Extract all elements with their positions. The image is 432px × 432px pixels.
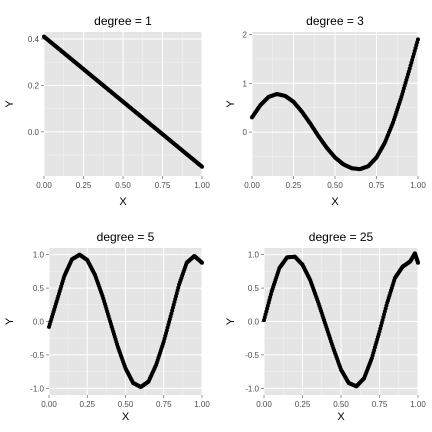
x-tick-label: 0.75 (369, 181, 385, 190)
panel-title: degree = 3 (306, 14, 364, 28)
x-tick-label: 0.00 (36, 181, 52, 190)
data-point (416, 37, 420, 42)
x-tick-label: 0.50 (118, 400, 134, 409)
x-tick-label: 0.25 (79, 400, 95, 409)
x-tick-label: 1.00 (194, 400, 210, 409)
data-series-1 (262, 251, 420, 389)
x-axis-label: X (122, 411, 130, 423)
x-tick-label: 0.25 (286, 181, 302, 190)
y-tick-label: 0.5 (248, 284, 260, 293)
y-tick-label: 0 (243, 128, 248, 137)
x-tick-label: 0.00 (244, 181, 260, 190)
y-axis-label: Y (225, 317, 237, 325)
y-tick-label: -1.0 (245, 384, 259, 393)
y-tick-label: 2 (243, 30, 248, 39)
x-tick-label: 0.50 (115, 181, 131, 190)
chart-panel-1: 0.00 0.25 0.50 0.75 1.00 0.0 0.2 0.4 degree = 1 X… (4, 14, 210, 208)
y-tick-label: 0.0 (248, 318, 260, 327)
y-tick-label: 0.0 (33, 318, 45, 327)
chart-panel-3: 0.00 0.25 0.50 0.75 1.00 -1.0 -0.5 0.0 0.5 1.0 deg… (4, 230, 210, 423)
x-tick-label: 0.25 (295, 400, 311, 409)
panel-title: degree = 1 (94, 14, 152, 28)
y-tick-label: 0.4 (28, 35, 40, 44)
x-tick-label: 0.25 (76, 181, 92, 190)
data-point (200, 260, 204, 265)
x-tick-label: 1.00 (410, 181, 426, 190)
x-tick-label: 0.75 (155, 181, 171, 190)
x-tick-label: 0.00 (41, 400, 57, 409)
data-series-1 (250, 37, 420, 172)
x-tick-label: 0.50 (327, 181, 343, 190)
y-tick-label: 1.0 (248, 251, 260, 260)
x-tick-label: 0.00 (256, 400, 272, 409)
chart-panel-4: 0.00 0.25 0.50 0.75 1.00 -1.0 -0.5 0.0 0.5 1.0 deg… (225, 230, 426, 423)
chart-panel-2: 0.00 0.25 0.50 0.75 1.00 0 1 2 degree = 3 X Y (225, 14, 426, 208)
x-tick-label: 0.75 (372, 400, 388, 409)
x-axis-label: X (119, 196, 127, 208)
data-point (416, 260, 420, 265)
x-axis-label: X (337, 411, 345, 423)
y-tick-label: -0.5 (30, 351, 44, 360)
x-tick-label: 1.00 (194, 181, 210, 190)
y-tick-label: 0.0 (28, 128, 40, 137)
y-axis-label: Y (225, 100, 237, 108)
y-axis-label: Y (4, 317, 16, 325)
data-series-1 (42, 34, 204, 169)
y-tick-label: 1.0 (33, 251, 45, 260)
data-point (200, 164, 204, 169)
y-tick-label: -1.0 (30, 384, 44, 393)
y-axis-label: Y (4, 100, 16, 108)
x-tick-label: 0.50 (333, 400, 349, 409)
y-tick-label: -0.5 (245, 351, 259, 360)
x-axis-label: X (331, 196, 339, 208)
y-tick-label: 1 (243, 79, 248, 88)
panel-title: degree = 25 (309, 230, 374, 244)
y-tick-label: 0.2 (28, 81, 40, 90)
x-tick-label: 1.00 (410, 400, 426, 409)
data-series-1 (47, 252, 204, 389)
x-tick-label: 0.75 (156, 400, 172, 409)
y-tick-label: 0.5 (33, 284, 45, 293)
panel-title: degree = 5 (97, 230, 155, 244)
